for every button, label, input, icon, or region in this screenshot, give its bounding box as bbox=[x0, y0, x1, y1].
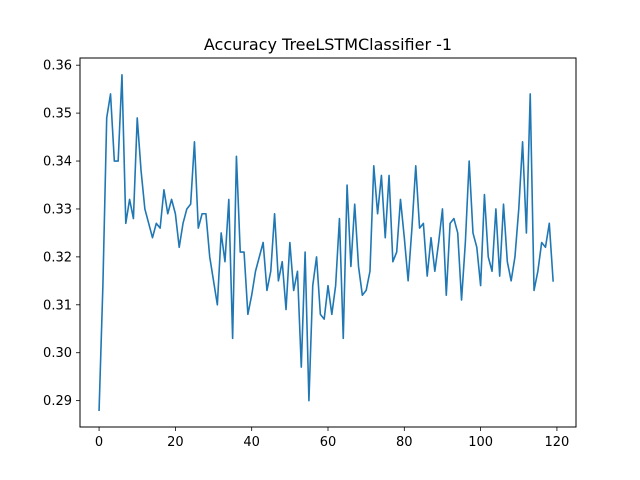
series-line-0 bbox=[98, 73, 554, 412]
x-tick-label: 100 bbox=[468, 435, 493, 450]
y-tick-label: 0.31 bbox=[43, 298, 72, 313]
y-tick-label: 0.35 bbox=[43, 107, 72, 122]
axes-frame bbox=[79, 57, 577, 428]
x-tick-label: 40 bbox=[243, 435, 260, 450]
x-tick-label: 60 bbox=[320, 435, 337, 450]
y-tick-label: 0.36 bbox=[43, 59, 72, 74]
axes: 0 20 40 60 80 100 120 0.29 0.30 0.31 0.32 0.33 0.34 0… bbox=[43, 59, 569, 450]
y-tick-label: 0.34 bbox=[43, 155, 72, 170]
x-tick-label: 80 bbox=[396, 435, 413, 450]
x-tick-label: 20 bbox=[167, 435, 184, 450]
y-tick-label: 0.29 bbox=[43, 394, 72, 409]
x-tick-label: 0 bbox=[95, 435, 103, 450]
y-tick-label: 0.30 bbox=[43, 346, 72, 361]
chart-title: Accuracy TreeLSTMClassifier -1 bbox=[204, 35, 452, 54]
x-tick-label: 120 bbox=[545, 435, 570, 450]
y-tick-label: 0.32 bbox=[43, 250, 72, 265]
plot-area bbox=[98, 73, 554, 412]
y-tick-label: 0.33 bbox=[43, 202, 72, 217]
